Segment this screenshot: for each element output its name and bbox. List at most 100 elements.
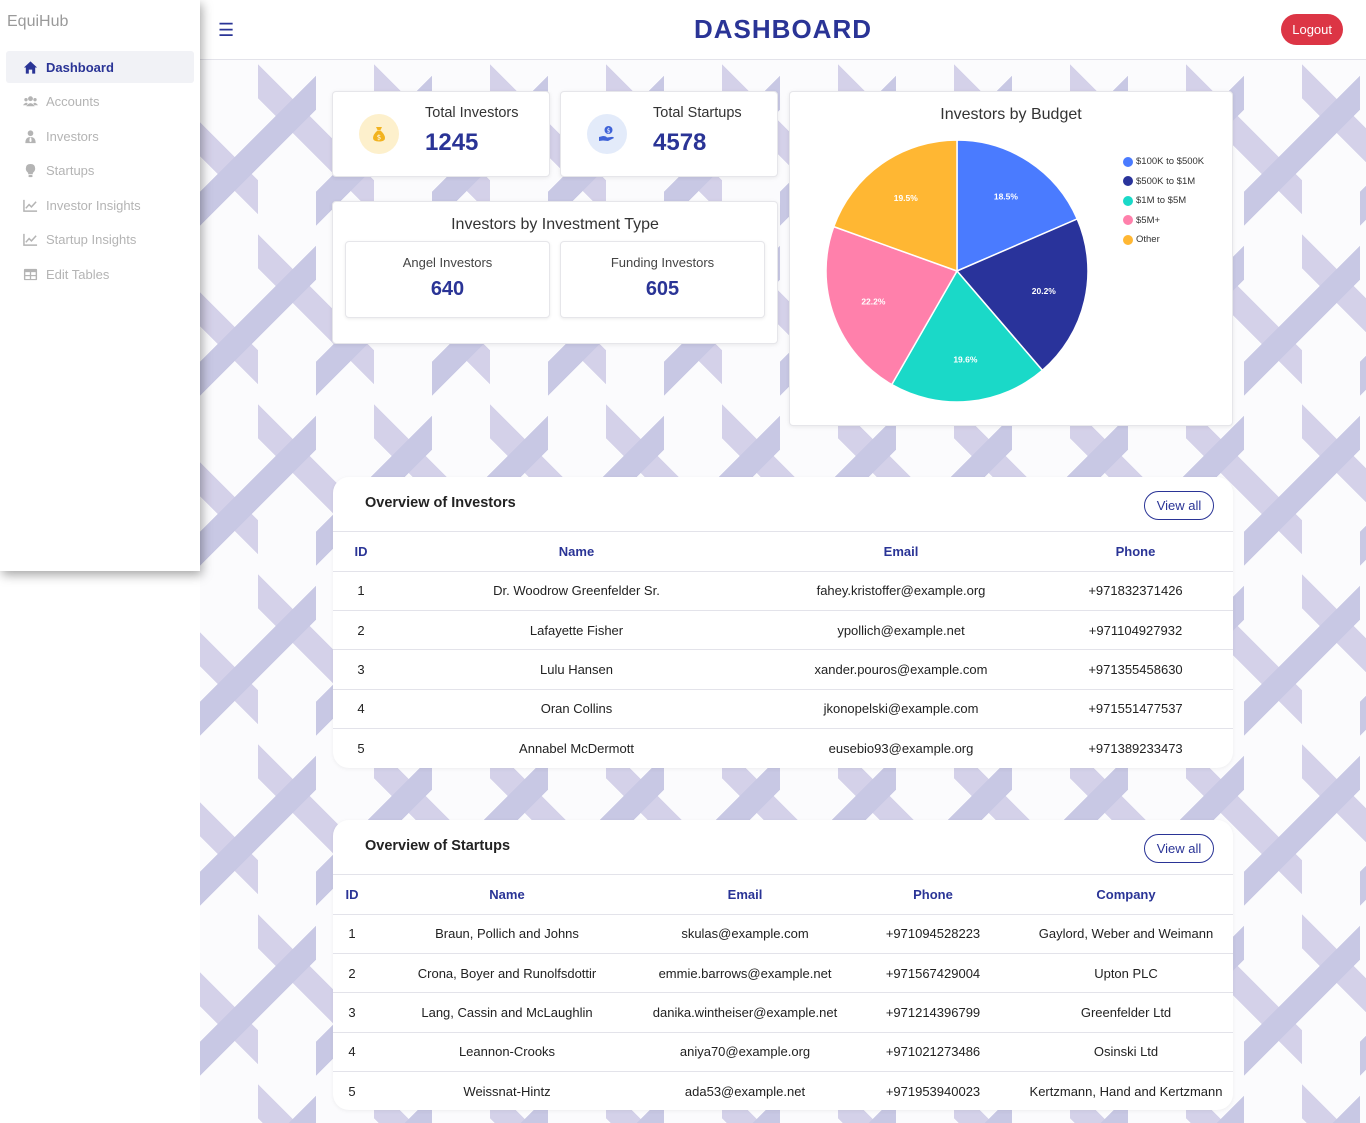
legend-label: $1M to $5M [1136, 195, 1187, 207]
sidebar-item-label: Edit Tables [46, 266, 110, 282]
table-cell-company: Gaylord, Weber and Weimann [1019, 914, 1233, 954]
table-cell-id: 5 [348, 1084, 356, 1099]
startups-table: ID Name Email Phone Company 1 Braun, Pollich … [333, 875, 1233, 1110]
table-cell-email: emmie.barrows@example.net [643, 953, 847, 994]
table-cell-name: Oran Collins [389, 689, 764, 730]
chart-line-icon [22, 232, 38, 248]
legend-item[interactable]: $5M+ [1123, 211, 1204, 231]
table-cell-id: 3 [333, 649, 389, 690]
view-all-startups-button[interactable]: View all [1144, 834, 1214, 863]
hand-dollar-icon: $ [587, 114, 627, 154]
table-cell-company: Kertzmann, Hand and Kertzmann [1029, 1084, 1223, 1099]
pie-chart: 18.5% 20.2% 19.6% 22.2% 19.5% [825, 139, 1089, 403]
table-cell-name: Lang, Cassin and McLaughlin [371, 992, 643, 1033]
column-header-id: ID [333, 875, 371, 915]
legend-item[interactable]: $500K to $1M [1123, 172, 1204, 192]
table-cell-phone: +971832371426 [1038, 571, 1233, 611]
table-cell-id: 4 [333, 689, 389, 730]
pie-slice[interactable] [890, 269, 1044, 403]
chart-line-icon [22, 197, 38, 213]
total-investors-label: Total Investors [425, 105, 519, 121]
table-cell-name: Annabel McDermott [519, 741, 634, 756]
table-cell-id: 2 [333, 610, 389, 651]
table-cell-company: Greenfelder Ltd [1019, 992, 1233, 1033]
sidebar-item-dashboard[interactable]: Dashboard [6, 51, 194, 83]
sidebar-item-label: Investor Insights [46, 197, 141, 213]
table-row: 4 Oran Collins jkonopelski@example.com +971… [333, 689, 1233, 730]
table-cell-phone: +971021273486 [847, 1032, 1019, 1073]
table-cell-phone: +971953940023 [885, 1084, 981, 1099]
table-cell-phone: +971551477537 [1038, 689, 1233, 730]
sidebar-item-startups[interactable]: Startups [6, 155, 194, 187]
table-cell-email: xander.pouros@example.com [764, 649, 1038, 690]
investment-type-title: Investors by Investment Type [451, 216, 659, 233]
pie-slice[interactable] [832, 139, 958, 273]
view-all-investors-button[interactable]: View all [1144, 491, 1214, 520]
column-header-id: ID [333, 532, 389, 572]
pie-slice-label: 22.2% [861, 297, 886, 307]
hamburger-icon[interactable]: ☰ [218, 20, 235, 40]
column-header-name: Name [371, 875, 643, 915]
column-header-phone: Phone [1038, 532, 1233, 572]
sidebar-item-edit-tables[interactable]: Edit Tables [6, 258, 194, 290]
sidebar-item-investor-insights[interactable]: Investor Insights [6, 189, 194, 221]
angel-investors-label: Angel Investors [402, 255, 493, 270]
pie-slice-label: 19.6% [953, 355, 978, 365]
total-startups-label: Total Startups [653, 105, 742, 121]
table-cell-email: aniya70@example.org [643, 1032, 847, 1073]
sidebar-item-label: Dashboard [46, 59, 114, 75]
pie-slice-label: 19.5% [894, 193, 919, 203]
funding-investors-value: 605 [645, 278, 680, 300]
users-icon [22, 94, 38, 110]
table-cell-id: 5 [357, 741, 365, 756]
sidebar-item-label: Startup Insights [46, 232, 137, 247]
table-cell-phone: +971567429004 [847, 953, 1019, 994]
table-cell-name: Braun, Pollich and Johns [371, 914, 643, 954]
legend-label: $5M+ [1136, 214, 1161, 226]
sidebar-item-investors[interactable]: Investors [6, 120, 194, 152]
legend-label: Other [1136, 234, 1160, 246]
column-header-phone: Phone [847, 875, 1019, 915]
user-tie-icon [22, 128, 38, 144]
pie-slice[interactable] [956, 139, 1079, 273]
table-cell-phone: +971214396799 [847, 992, 1019, 1033]
investors-overview-card: Overview of Investors View all ID Name Ema… [333, 477, 1233, 768]
investment-type-card: Investors by Investment Type Angel Inves… [332, 201, 778, 344]
table-row: 5 Weissnat-Hintz ada53@example.net +9719539… [333, 1072, 1233, 1110]
funding-investors-label: Funding Investors [610, 255, 715, 270]
investors-by-budget-card: Investors by Budget 18.5% 20.2% 19.6% 22.2%… [789, 91, 1233, 426]
table-cell-email: fahey.kristoffer@example.org [764, 571, 1038, 611]
table-cell-name: Lafayette Fisher [389, 610, 764, 651]
total-startups-card: $ Total Startups 4578 [560, 91, 778, 177]
top-header: ☰ DASHBOARD Logout [200, 0, 1366, 60]
table-row: 5 Annabel McDermott eusebio93@example.org +… [333, 729, 1233, 768]
table-row: 1 Dr. Woodrow Greenfelder Sr. fahey.kristo… [333, 571, 1233, 611]
startups-table-title: Overview of Startups [365, 838, 511, 854]
table-cell-email: eusebio93@example.org [828, 741, 974, 756]
sidebar: EquiHub Dashboard Accounts Investors Sta… [0, 0, 200, 571]
table-cell-phone: +971094528223 [847, 914, 1019, 954]
table-cell-company: Upton PLC [1019, 953, 1233, 994]
legend-item[interactable]: $100K to $500K [1123, 152, 1204, 172]
legend-item[interactable]: $1M to $5M [1123, 191, 1204, 211]
logout-button[interactable]: Logout [1281, 14, 1343, 45]
pie-slice[interactable] [825, 225, 959, 386]
table-row: 3 Lulu Hansen xander.pouros@example.com +97… [333, 649, 1233, 690]
legend-item[interactable]: Other [1123, 230, 1204, 250]
column-header-name: Name [389, 532, 764, 572]
sidebar-item-accounts[interactable]: Accounts [6, 86, 194, 118]
brand-logo[interactable]: EquiHub [7, 13, 69, 30]
sidebar-item-startup-insights[interactable]: Startup Insights [6, 224, 194, 256]
money-bag-icon: $ [359, 114, 399, 154]
table-icon [22, 266, 38, 282]
pie-slice[interactable] [955, 217, 1089, 372]
table-cell-id: 1 [333, 571, 389, 611]
table-cell-phone: +971104927932 [1038, 610, 1233, 651]
total-investors-value: 1245 [425, 129, 479, 156]
column-header-email: Email [764, 532, 1038, 572]
investors-table: ID Name Email Phone 1 Dr. Woodrow Greenfelde… [333, 532, 1233, 768]
svg-text:$: $ [607, 128, 611, 135]
table-cell-email: ada53@example.net [684, 1084, 806, 1099]
table-cell-name: Lulu Hansen [389, 649, 764, 690]
legend-swatch [1123, 195, 1133, 206]
